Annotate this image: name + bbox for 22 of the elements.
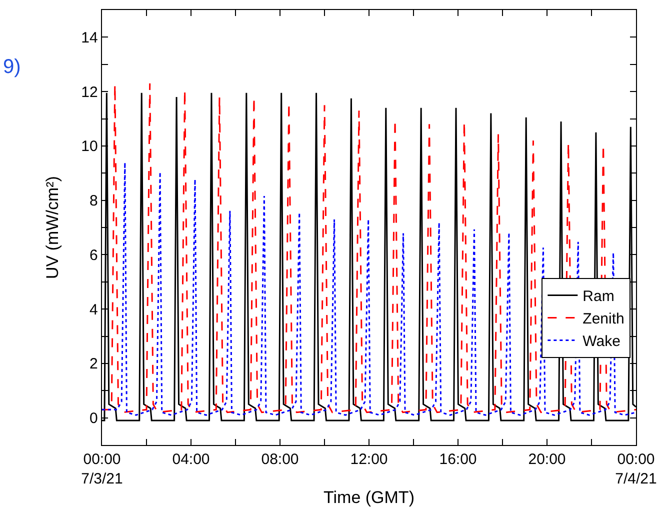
y-tick-label: 2 [89, 356, 98, 373]
legend-label: Wake [582, 333, 620, 350]
x-tick-label: 16:00 [439, 451, 477, 468]
x-tick-label: 00:00 7/4/21 [615, 451, 657, 488]
x-tick-label: 04:00 [172, 451, 210, 468]
x-tick-label: 08:00 [261, 451, 299, 468]
text: 9) [3, 56, 21, 78]
y-tick-label: 14 [81, 29, 98, 46]
x-tick-label: 20:00 [528, 451, 566, 468]
line-series [102, 162, 636, 416]
x-axis-title: Time (GMT) [324, 488, 414, 507]
y-tick-label: 10 [81, 138, 98, 156]
y-tick-label: 8 [89, 192, 98, 210]
y-tick-label: 12 [81, 84, 98, 101]
y-tick-label: 4 [89, 301, 98, 318]
y-tick-label: 6 [89, 246, 98, 264]
legend-label: Ram [582, 288, 614, 306]
legend-label: Zenith [582, 310, 624, 328]
y-tick-label: 0 [89, 410, 98, 428]
x-tick-label: 00:00 7/3/21 [81, 451, 123, 488]
y-axis-title: UV (mW/cm²) [42, 176, 62, 279]
x-tick-label: 12:00 [350, 451, 388, 468]
